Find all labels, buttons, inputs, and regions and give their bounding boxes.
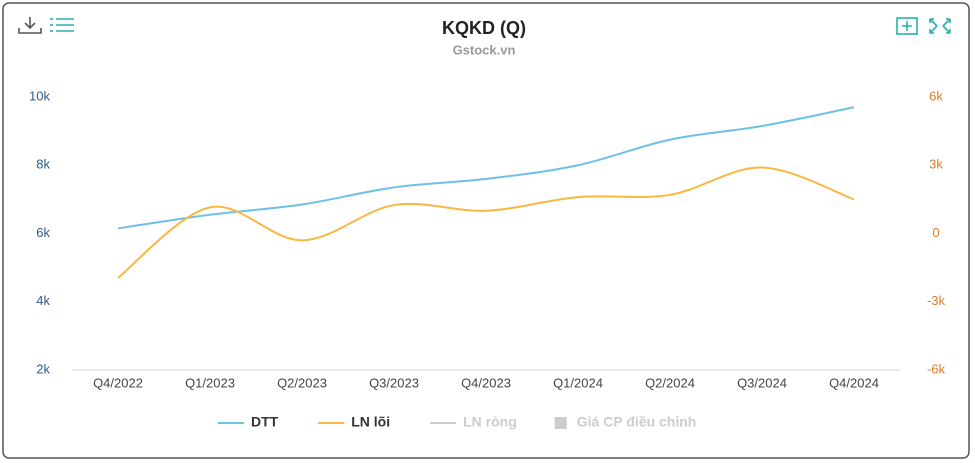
y-tick-label: 2k (36, 361, 50, 376)
x-tick-label: Q1/2023 (185, 375, 235, 390)
x-tick-label: Q2/2023 (277, 375, 327, 390)
legend-label: LN ròng (463, 414, 517, 430)
download-icon[interactable] (18, 17, 42, 34)
y2-tick-label: -6k (927, 361, 946, 376)
frame (2, 2, 970, 459)
legend-label: DTT (251, 414, 279, 430)
legend-label: LN lõi (351, 414, 390, 430)
y2-tick-label: -3k (927, 293, 946, 308)
x-tick-label: Q2/2024 (645, 375, 695, 390)
series-line (117, 166, 855, 279)
legend-label: Giá CP điều chỉnh (577, 414, 697, 430)
legend-swatch (554, 417, 567, 429)
x-tick-label: Q4/2023 (461, 375, 511, 390)
x-tick-label: Q4/2022 (93, 375, 143, 390)
x-tick-label: Q3/2024 (737, 375, 787, 390)
y2-tick-label: 6k (929, 88, 943, 103)
fullscreen-icon[interactable] (929, 18, 951, 34)
chart-title: KQKD (Q) (442, 18, 526, 38)
zoom-icon[interactable] (896, 17, 918, 35)
menu-icon[interactable] (50, 18, 74, 32)
y2-tick-label: 0 (932, 225, 939, 240)
y-tick-label: 6k (36, 225, 50, 240)
y2-tick-label: 3k (929, 157, 943, 172)
y-tick-label: 10k (29, 88, 50, 103)
y-tick-label: 4k (36, 293, 50, 308)
chart-subtitle: Gstock.vn (453, 42, 516, 57)
y-tick-label: 8k (36, 157, 50, 172)
x-tick-label: Q3/2023 (369, 375, 419, 390)
x-tick-label: Q1/2024 (553, 375, 603, 390)
x-tick-label: Q4/2024 (829, 375, 879, 390)
